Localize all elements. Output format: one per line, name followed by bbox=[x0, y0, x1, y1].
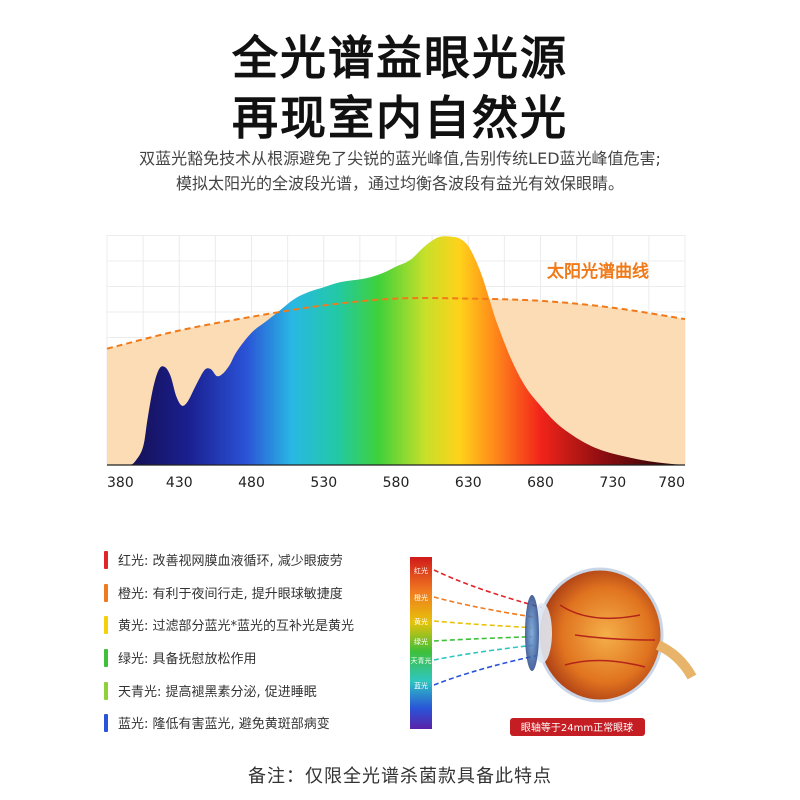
eye-caption: 眼轴等于24mm正常眼球 bbox=[521, 721, 633, 734]
benefit-item-yellow: 黄光: 过滤部分蓝光*蓝光的互补光是黄光 bbox=[104, 610, 404, 643]
eyeball bbox=[536, 567, 664, 703]
light-ray bbox=[433, 635, 631, 661]
color-marker bbox=[104, 681, 108, 700]
sun-spectrum-curve bbox=[106, 296, 686, 350]
band-label: 黄光 bbox=[414, 617, 428, 626]
benefit-text: 黄光: 过滤部分蓝光*蓝光的互补光是黄光 bbox=[118, 619, 355, 635]
sun-curve-annotation: 太阳光谱曲线 bbox=[547, 261, 649, 282]
benefit-text: 红光: 改善视网膜血液循环, 减少眼疲劳 bbox=[118, 554, 343, 569]
light-ray bbox=[433, 569, 631, 629]
x-tick-label: 480 bbox=[238, 475, 265, 491]
benefit-text: 蓝光: 隆低有害蓝光, 避免黄斑部病变 bbox=[118, 717, 330, 733]
headline-line-1: 全光谱益眼光源 bbox=[232, 31, 568, 85]
band-label: 橙光 bbox=[414, 593, 428, 602]
band-label: 红光 bbox=[414, 566, 428, 575]
benefit-item-blue: 蓝光: 隆低有害蓝光, 避免黄斑部病变 bbox=[104, 708, 404, 741]
x-tick-label: 580 bbox=[383, 475, 410, 491]
spectrum-chart: 太阳光谱曲线 380 430 480 530 580 630 680 730 780 bbox=[106, 235, 686, 491]
x-tick-label: 780 bbox=[658, 475, 685, 491]
x-tick-label: 630 bbox=[455, 475, 482, 491]
intro-text: 双蓝光豁免技术从根源避免了尖锐的蓝光峰值,告别传统LED蓝光峰值危害; 模拟太阳… bbox=[139, 149, 661, 193]
x-tick-label: 730 bbox=[599, 475, 626, 491]
benefit-text: 天青光: 提高褪黑素分泌, 促进睡眠 bbox=[118, 684, 317, 700]
x-tick-labels: 380 430 480 530 580 630 680 730 780 bbox=[107, 475, 685, 491]
headline-line-2: 再现室内自然光 bbox=[232, 91, 568, 145]
x-tick-label: 680 bbox=[527, 475, 554, 491]
color-marker bbox=[104, 616, 108, 635]
benefit-item-orange: 橙光: 有利于夜间行走, 提升眼球敏捷度 bbox=[104, 578, 404, 611]
color-marker bbox=[104, 551, 108, 569]
color-marker bbox=[104, 714, 108, 733]
eye-caption-box bbox=[510, 718, 645, 736]
benefit-item-red: 红光: 改善视网膜血液循环, 减少眼疲劳 bbox=[104, 545, 404, 578]
x-tick-label: 380 bbox=[107, 475, 134, 491]
cornea bbox=[525, 595, 539, 671]
band-label: 天青光 bbox=[411, 656, 432, 665]
x-tick-label: 430 bbox=[166, 475, 193, 491]
spectrum-color-bar bbox=[410, 557, 432, 729]
footnote: 备注：仅限全光谱杀菌款具备此特点 bbox=[248, 766, 552, 787]
color-marker bbox=[104, 583, 108, 602]
benefit-text: 橙光: 有利于夜间行走, 提升眼球敏捷度 bbox=[118, 586, 343, 602]
band-label: 绿光 bbox=[414, 637, 428, 646]
color-marker bbox=[104, 649, 108, 668]
blood-vessels bbox=[559, 604, 656, 668]
x-tick-label: 530 bbox=[310, 475, 337, 491]
full-spectrum-area bbox=[107, 236, 685, 466]
light-ray bbox=[433, 620, 631, 633]
benefit-item-cyan: 天青光: 提高褪黑素分泌, 促进睡眠 bbox=[104, 676, 404, 709]
light-ray bbox=[433, 596, 631, 631]
benefit-item-green: 绿光: 具备抚慰放松作用 bbox=[104, 643, 404, 676]
benefit-list: 红光: 改善视网膜血液循环, 减少眼疲劳 橙光: 有利于夜间行走, 提升眼球敏捷度… bbox=[104, 545, 404, 741]
light-ray bbox=[433, 633, 631, 642]
optic-nerve bbox=[655, 640, 697, 680]
benefit-text: 绿光: 具备抚慰放松作用 bbox=[118, 652, 257, 668]
band-label: 蓝光 bbox=[414, 681, 428, 690]
